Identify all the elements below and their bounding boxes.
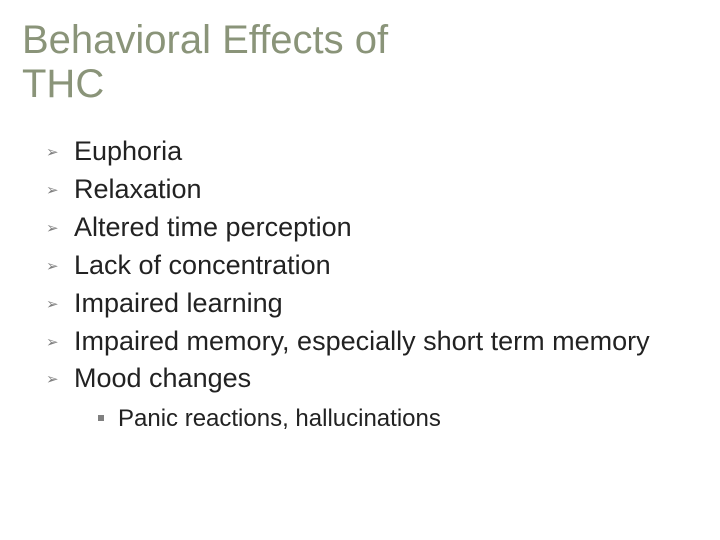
- square-bullet-icon: [98, 415, 104, 421]
- title-line-2: THC: [22, 62, 104, 106]
- slide: Behavioral Effects of THC ➢ Euphoria ➢ Rel…: [0, 0, 720, 540]
- bullet-text: Relaxation: [74, 174, 202, 204]
- bullet-text: Lack of concentration: [74, 250, 331, 280]
- bullet-text: Euphoria: [74, 136, 182, 166]
- bullet-text: Altered time perception: [74, 212, 352, 242]
- chevron-right-icon: ➢: [46, 143, 59, 163]
- bullet-list: ➢ Euphoria ➢ Relaxation ➢ Altered time perc…: [22, 134, 698, 435]
- list-item: ➢ Impaired memory, especially short term …: [46, 324, 698, 360]
- chevron-right-icon: ➢: [46, 370, 59, 390]
- sub-list-item: Panic reactions, hallucinations: [86, 403, 698, 435]
- chevron-right-icon: ➢: [46, 295, 59, 315]
- list-item: ➢ Impaired learning: [46, 286, 698, 322]
- sub-bullet-text: Panic reactions, hallucinations: [118, 405, 441, 432]
- slide-title: Behavioral Effects of THC: [22, 18, 698, 106]
- list-item: ➢ Euphoria: [46, 134, 698, 170]
- chevron-right-icon: ➢: [46, 181, 59, 201]
- list-item: ➢ Lack of concentration: [46, 248, 698, 284]
- chevron-right-icon: ➢: [46, 333, 59, 353]
- bullet-text: Impaired learning: [74, 288, 283, 318]
- chevron-right-icon: ➢: [46, 219, 59, 239]
- sub-bullet-list: Panic reactions, hallucinations: [74, 403, 698, 435]
- bullet-text: Mood changes: [74, 363, 251, 393]
- chevron-right-icon: ➢: [46, 257, 59, 277]
- list-item: ➢ Relaxation: [46, 172, 698, 208]
- title-line-1: Behavioral Effects of: [22, 18, 388, 62]
- list-item: ➢ Mood changes Panic reactions, hallucina…: [46, 361, 698, 435]
- bullet-text: Impaired memory, especially short term m…: [74, 326, 650, 356]
- list-item: ➢ Altered time perception: [46, 210, 698, 246]
